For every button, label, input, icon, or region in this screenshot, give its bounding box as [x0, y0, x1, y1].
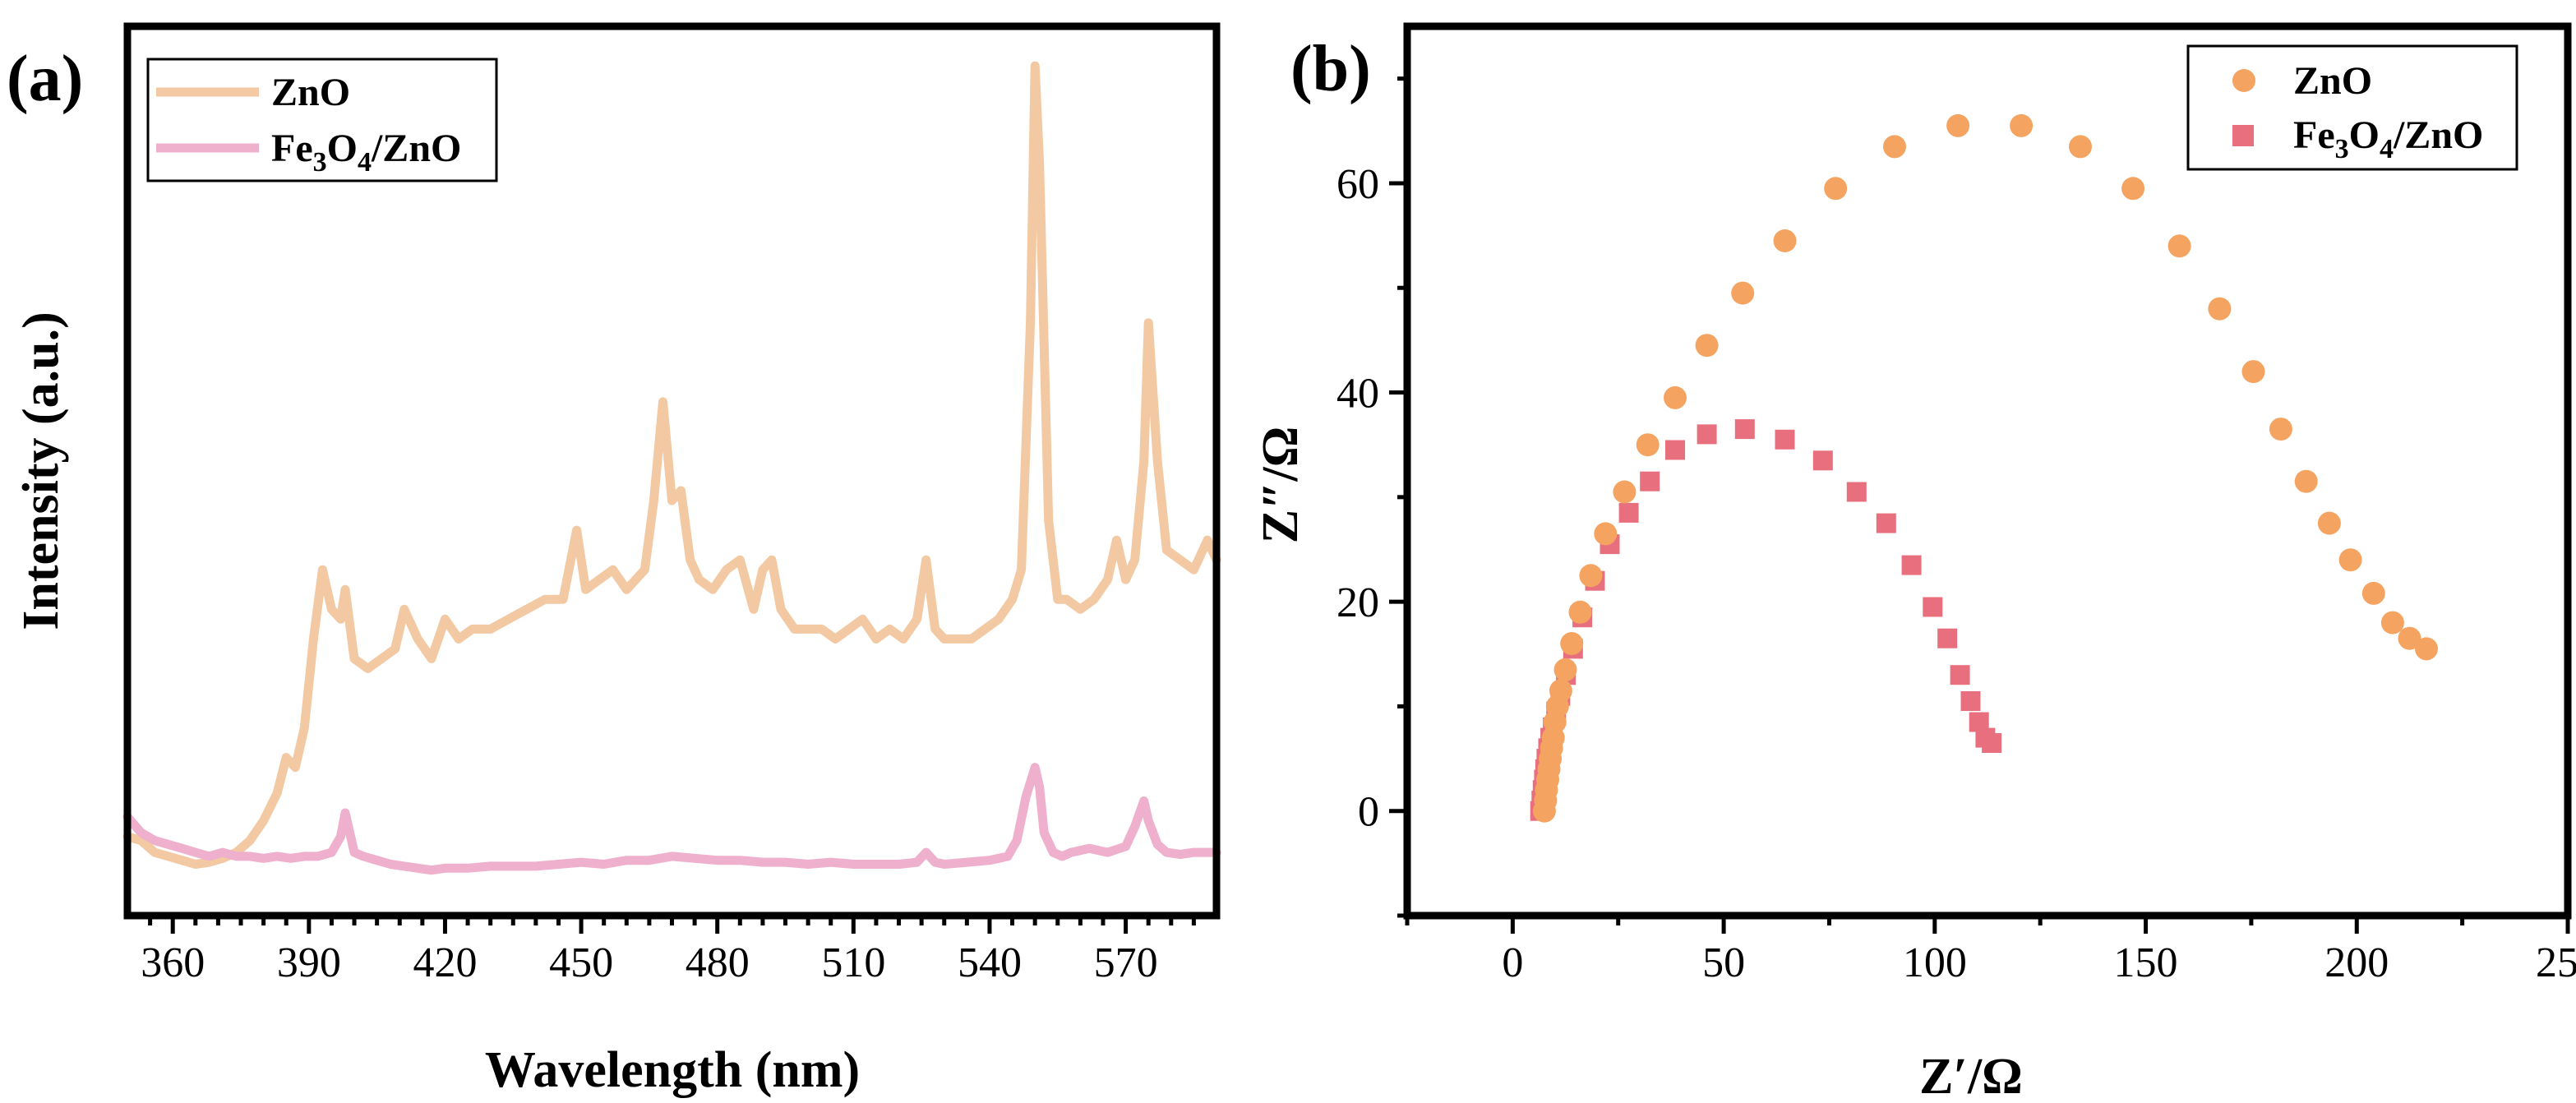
data-point-zno — [2338, 548, 2362, 572]
data-point-zno — [2380, 611, 2404, 635]
data-point-zno — [1731, 281, 1755, 305]
data-point-fe3o4-zno — [1876, 513, 1896, 533]
data-point-zno — [1579, 564, 1603, 588]
panel-b-scatter-chart: 0 50 100 150 200 250 0 20 40 60 (b) Z′/Ω Z″/Ω ZnO… — [1253, 22, 2576, 1103]
data-point-fe3o4-zno — [1937, 628, 1958, 648]
panel-a-x-axis-title: Wavelength (nm) — [485, 1042, 860, 1098]
data-point-zno — [2361, 581, 2385, 605]
data-point-zno — [1664, 385, 1687, 409]
x-tick-label: 390 — [277, 939, 341, 986]
data-point-zno — [1613, 480, 1637, 504]
series-line-zno — [122, 61, 1221, 869]
data-point-fe3o4-zno — [1982, 733, 2002, 753]
data-point-zno — [2269, 418, 2292, 441]
data-point-zno — [1594, 522, 1618, 546]
x-tick-label: 50 — [1702, 939, 1745, 986]
panel-b-letter: (b) — [1290, 33, 1371, 105]
x-tick-label: 420 — [413, 939, 477, 986]
data-point-zno — [2398, 626, 2421, 650]
data-point-zno — [1695, 334, 1719, 358]
series-line-fe3o4-zno — [122, 763, 1221, 875]
data-point-fe3o4-zno — [1697, 424, 1717, 445]
data-point-zno — [2208, 297, 2232, 321]
data-point-fe3o4-zno — [1960, 691, 1981, 711]
data-point-fe3o4-zno — [1775, 429, 1795, 450]
panel-b-x-axis-title: Z′/Ω — [1919, 1049, 2023, 1103]
data-point-zno — [2294, 469, 2318, 493]
panel-a-line-chart: 360 390 420 450 480 510 540 570 (a) Wavelength … — [7, 22, 1221, 1098]
x-tick-label: 540 — [958, 939, 1022, 986]
panel-a-legend: ZnO Fe3O4/ZnO — [146, 58, 498, 182]
data-point-zno — [1824, 177, 1848, 201]
panel-b-legend-label-zno: ZnO — [2293, 59, 2372, 103]
panel-a-legend-label-zno: ZnO — [271, 71, 350, 114]
data-point-fe3o4-zno — [1665, 440, 1685, 460]
data-point-zno — [1883, 135, 1906, 159]
data-point-zno — [1946, 113, 1970, 137]
y-tick-label: 0 — [1358, 789, 1379, 836]
data-point-fe3o4-zno — [1734, 419, 1755, 440]
data-point-zno — [1560, 632, 1584, 655]
x-tick-label: 100 — [1903, 939, 1967, 986]
data-point-zno — [1636, 433, 1660, 457]
panel-b-y-axis-title: Z″/Ω — [1253, 427, 1309, 543]
data-point-fe3o4-zno — [1640, 471, 1660, 492]
x-tick-label: 570 — [1094, 939, 1158, 986]
y-tick-label: 20 — [1336, 579, 1379, 626]
panel-a-letter: (a) — [7, 43, 83, 115]
panel-b-legend-marker-fe3o4-zno — [2232, 125, 2254, 146]
data-point-zno — [2241, 360, 2265, 384]
panel-b-frame — [1403, 22, 2572, 920]
x-tick-label: 480 — [686, 939, 750, 986]
data-point-zno — [1549, 679, 1572, 703]
x-tick-label: 200 — [2324, 939, 2389, 986]
data-point-zno — [2010, 113, 2034, 137]
data-point-fe3o4-zno — [1618, 502, 1639, 523]
data-point-fe3o4-zno — [1812, 450, 1833, 471]
x-tick-label: 250 — [2536, 939, 2576, 986]
data-point-zno — [2167, 234, 2191, 258]
panel-a-legend-label-fe3o4-zno: Fe3O4/ZnO — [271, 127, 461, 178]
data-point-zno — [1553, 658, 1577, 681]
panel-b-legend-marker-zno — [2232, 69, 2255, 92]
data-point-zno — [2317, 511, 2341, 535]
panel-a-legend-box — [146, 58, 498, 182]
data-point-zno — [1773, 229, 1797, 252]
data-point-zno — [1568, 600, 1592, 624]
data-point-fe3o4-zno — [1950, 665, 1970, 685]
x-tick-label: 150 — [2114, 939, 2178, 986]
data-point-fe3o4-zno — [1846, 482, 1867, 502]
x-tick-label: 450 — [549, 939, 613, 986]
panel-b-legend-label-fe3o4-zno: Fe3O4/ZnO — [2293, 113, 2483, 164]
panel-b-legend: ZnO Fe3O4/ZnO — [2186, 44, 2518, 171]
x-tick-label: 0 — [1502, 939, 1523, 986]
panel-b-legend-box — [2186, 44, 2518, 171]
data-point-zno — [2121, 177, 2145, 201]
data-point-fe3o4-zno — [1901, 555, 1922, 575]
data-point-zno — [2415, 637, 2438, 661]
x-tick-label: 360 — [141, 939, 205, 986]
x-tick-label: 510 — [821, 939, 885, 986]
data-point-fe3o4-zno — [1923, 597, 1943, 617]
y-tick-label: 40 — [1336, 371, 1379, 418]
y-tick-label: 60 — [1336, 161, 1379, 208]
data-point-zno — [2069, 135, 2092, 159]
panel-a-y-axis-title: Intensity (a.u.) — [13, 312, 69, 630]
